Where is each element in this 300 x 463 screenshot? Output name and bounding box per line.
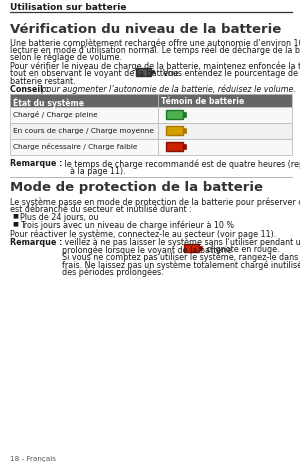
Text: prolongée lorsque le voyant de la batterie: prolongée lorsque le voyant de la batter… — [62, 245, 232, 255]
Text: selon le réglage de volume.: selon le réglage de volume. — [10, 53, 122, 63]
Text: est débranché du secteur et inutilisé durant :: est débranché du secteur et inutilisé du… — [10, 205, 192, 213]
Text: Pour réactiver le système, connectez-le au secteur (voir page 11).: Pour réactiver le système, connectez-le … — [10, 229, 276, 238]
Text: Pour vérifier le niveau de charge de la batterie, maintenez enfoncée la touche ⓢ: Pour vérifier le niveau de charge de la … — [10, 62, 300, 71]
Bar — [10, 94, 292, 107]
Text: Une batterie complètement rechargée offre une autonomie d’environ 10 heures de: Une batterie complètement rechargée offr… — [10, 38, 300, 47]
Text: Remarque :: Remarque : — [10, 238, 65, 246]
Text: des périodes prolongées.: des périodes prolongées. — [62, 268, 164, 277]
Bar — [183, 129, 186, 133]
Text: Charge nécessaire / Charge faible: Charge nécessaire / Charge faible — [13, 143, 137, 150]
Text: tout en observant le voyant de la batterie: tout en observant le voyant de la batter… — [10, 69, 178, 78]
Text: lecture en mode d’utilisation normal. Le temps réel de décharge de la batterie v: lecture en mode d’utilisation normal. Le… — [10, 45, 300, 55]
Text: ■: ■ — [12, 220, 18, 225]
Text: Trois jours avec un niveau de charge inférieur à 10 %: Trois jours avec un niveau de charge inf… — [20, 220, 234, 230]
Bar — [166, 127, 183, 136]
Bar — [151, 70, 154, 74]
Text: clignote en rouge.: clignote en rouge. — [204, 245, 280, 254]
Bar — [10, 139, 292, 155]
Text: Remarque :: Remarque : — [10, 159, 65, 168]
Text: En cours de charge / Charge moyenne: En cours de charge / Charge moyenne — [13, 127, 154, 133]
Text: Le système passe en mode de protection de la batterie pour préserver celle-ci s’: Le système passe en mode de protection d… — [10, 197, 300, 206]
Bar — [166, 143, 183, 152]
Text: ■: ■ — [12, 213, 18, 218]
Text: . Vous entendez le pourcentage de: . Vous entendez le pourcentage de — [158, 69, 298, 78]
Bar — [183, 145, 186, 149]
Text: le temps de charge recommandé est de quatre heures (reportez-vous: le temps de charge recommandé est de qua… — [62, 159, 300, 169]
Bar — [10, 94, 292, 107]
Bar — [136, 69, 151, 76]
Text: Si vous ne comptez pas utiliser le système, rangez-le dans un endroit: Si vous ne comptez pas utiliser le systè… — [62, 252, 300, 262]
Text: Vérification du niveau de la batterie: Vérification du niveau de la batterie — [10, 23, 281, 36]
Bar — [10, 107, 292, 123]
Text: batterie restant.: batterie restant. — [10, 76, 76, 85]
Bar — [183, 113, 186, 117]
Text: 18 - Français: 18 - Français — [10, 455, 56, 461]
Text: à la page 11).: à la page 11). — [70, 167, 126, 175]
Text: Mode de protection de la batterie: Mode de protection de la batterie — [10, 181, 263, 194]
Text: veillez à ne pas laisser le système sans l’utiliser pendant une période: veillez à ne pas laisser le système sans… — [62, 238, 300, 247]
Text: Utilisation sur batterie: Utilisation sur batterie — [10, 3, 127, 12]
Bar — [184, 244, 199, 252]
Bar — [199, 247, 202, 250]
Text: pour augmenter l’autonomie de la batterie, réduisez le volume.: pour augmenter l’autonomie de la batteri… — [39, 85, 296, 94]
Text: Plus de 24 jours, ou: Plus de 24 jours, ou — [20, 213, 98, 222]
Bar — [166, 111, 183, 120]
Bar — [10, 123, 292, 139]
Text: Chargé / Charge pleine: Chargé / Charge pleine — [13, 111, 98, 118]
Text: État du système: État du système — [13, 97, 84, 108]
Text: frais. Ne laissez pas un système totalement chargé inutilisé pendant: frais. Ne laissez pas un système totalem… — [62, 260, 300, 269]
Text: Conseil :: Conseil : — [10, 85, 52, 94]
Text: Témoin de batterie: Témoin de batterie — [161, 97, 244, 106]
